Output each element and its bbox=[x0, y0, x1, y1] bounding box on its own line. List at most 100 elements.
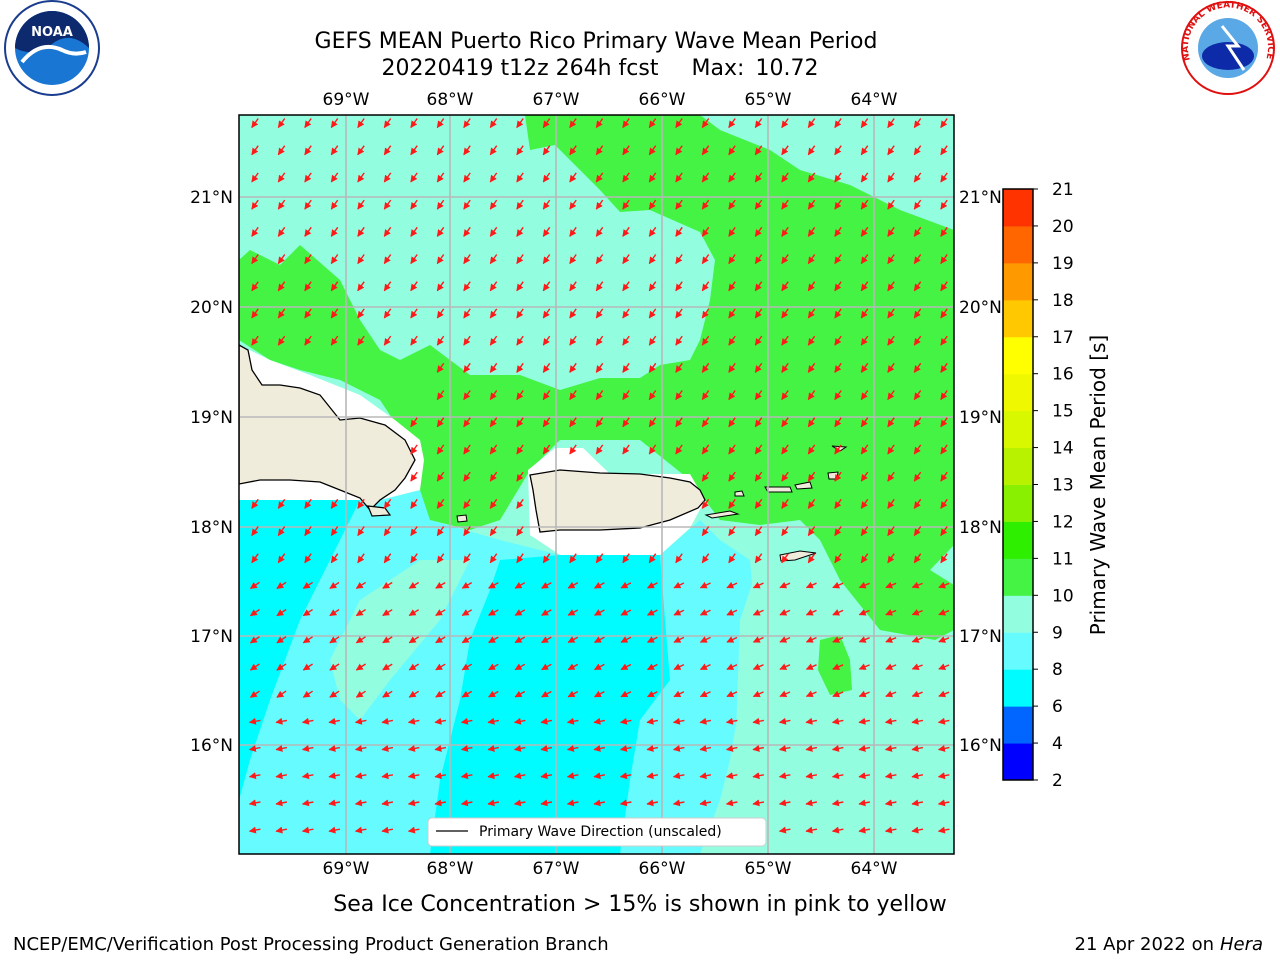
wave-arrow bbox=[410, 199, 418, 210]
wave-arrow bbox=[276, 636, 287, 644]
wave-arrow bbox=[752, 690, 764, 698]
lat-labels-right: 21°N 20°N 19°N 18°N 17°N 16°N bbox=[959, 188, 1002, 756]
wave-arrow bbox=[831, 826, 844, 834]
wave-arrow bbox=[488, 636, 499, 644]
wave-arrow bbox=[913, 390, 922, 401]
colorbar-segment bbox=[1003, 373, 1033, 412]
wave-arrow bbox=[489, 526, 498, 537]
wave-arrow bbox=[622, 199, 630, 210]
wave-arrow bbox=[911, 826, 924, 834]
colorbar-tick-label: 4 bbox=[1052, 734, 1063, 754]
wave-arrow bbox=[937, 717, 950, 725]
wave-arrow bbox=[913, 226, 922, 237]
wave-arrow bbox=[248, 799, 261, 807]
wave-arrow bbox=[858, 609, 870, 616]
wave-arrow bbox=[460, 799, 473, 807]
wave-arrow bbox=[410, 553, 418, 564]
wave-arrow bbox=[463, 362, 471, 373]
wave-arrow bbox=[781, 335, 789, 346]
wave-arrow bbox=[542, 226, 551, 237]
wave-arrow bbox=[752, 745, 765, 752]
wave-arrow bbox=[728, 362, 736, 373]
wave-arrow bbox=[330, 281, 339, 292]
wave-arrow bbox=[328, 717, 341, 725]
wave-arrow bbox=[460, 745, 473, 752]
wave-arrow bbox=[834, 444, 842, 455]
wave-arrow bbox=[514, 636, 526, 644]
wave-arrow bbox=[781, 172, 789, 183]
land-virgin-islands bbox=[734, 445, 848, 497]
wave-arrow bbox=[301, 772, 314, 780]
wave-arrow bbox=[940, 498, 948, 509]
wave-arrow bbox=[831, 799, 844, 807]
wave-arrow bbox=[885, 581, 897, 589]
lon-label: 69°W bbox=[323, 90, 370, 110]
wave-arrow bbox=[701, 172, 710, 183]
wave-arrow bbox=[913, 281, 922, 292]
wave-arrow bbox=[754, 308, 763, 319]
wave-arrow bbox=[620, 581, 632, 589]
colorbar-tick-label: 17 bbox=[1052, 328, 1074, 348]
wave-arrow bbox=[541, 690, 552, 698]
lon-label: 65°W bbox=[745, 90, 792, 110]
wave-arrow bbox=[516, 417, 524, 428]
wave-arrow bbox=[701, 226, 710, 237]
wave-arrow bbox=[383, 199, 392, 210]
wave-arrow bbox=[516, 553, 524, 564]
wave-arrow bbox=[622, 553, 630, 564]
wave-arrow bbox=[410, 471, 418, 482]
wave-arrow bbox=[887, 226, 895, 237]
wave-arrow bbox=[831, 717, 844, 725]
colorbar-tick-label: 19 bbox=[1052, 254, 1074, 274]
legend-label: Primary Wave Direction (unscaled) bbox=[479, 824, 722, 840]
wave-arrow bbox=[860, 199, 869, 210]
wave-arrow bbox=[887, 172, 895, 183]
wave-arrow bbox=[330, 145, 339, 156]
wave-arrow bbox=[834, 498, 842, 509]
wave-arrow bbox=[728, 172, 736, 183]
wave-arrow bbox=[328, 799, 341, 807]
wave-arrow bbox=[701, 417, 710, 428]
wave-arrow bbox=[699, 772, 712, 780]
wave-arrow bbox=[435, 636, 446, 644]
wave-arrow bbox=[940, 145, 948, 156]
wave-arrow bbox=[807, 553, 816, 564]
wave-arrow bbox=[675, 281, 683, 292]
wave-arrow bbox=[381, 745, 394, 752]
wave-arrow bbox=[330, 172, 339, 183]
wave-arrow bbox=[304, 526, 312, 537]
wave-arrow bbox=[884, 745, 897, 752]
wave-arrow bbox=[675, 553, 683, 564]
wave-arrow bbox=[648, 145, 657, 156]
wave-arrow bbox=[887, 118, 895, 129]
wave-arrow bbox=[648, 118, 657, 129]
wave-arrow bbox=[489, 145, 498, 156]
wave-arrow bbox=[436, 281, 445, 292]
wave-arrow bbox=[675, 390, 683, 401]
wave-arrow bbox=[383, 335, 392, 346]
wave-arrow bbox=[381, 772, 394, 780]
wave-arrow bbox=[887, 417, 895, 428]
wave-arrow bbox=[884, 799, 897, 807]
wave-arrow bbox=[593, 636, 605, 644]
lat-label: 19°N bbox=[190, 408, 233, 428]
wave-arrow bbox=[913, 308, 922, 319]
wave-arrow bbox=[648, 199, 657, 210]
wave-arrow bbox=[410, 118, 418, 129]
wave-arrow bbox=[831, 772, 844, 780]
wave-arrow bbox=[569, 308, 577, 319]
wave-arrow bbox=[779, 636, 791, 643]
wave-arrow bbox=[913, 553, 922, 564]
wave-arrow bbox=[516, 145, 524, 156]
wave-arrow bbox=[566, 772, 579, 780]
wave-arrow bbox=[860, 308, 869, 319]
wave-arrow bbox=[781, 471, 789, 482]
wave-arrow bbox=[911, 581, 923, 589]
wave-arrow bbox=[754, 444, 763, 455]
wave-arrow bbox=[593, 799, 606, 807]
wave-arrow bbox=[752, 663, 764, 670]
wave-arrow bbox=[675, 199, 683, 210]
wave-arrow bbox=[937, 826, 950, 834]
wave-arrow bbox=[728, 444, 736, 455]
colorbar-segment bbox=[1003, 299, 1033, 338]
